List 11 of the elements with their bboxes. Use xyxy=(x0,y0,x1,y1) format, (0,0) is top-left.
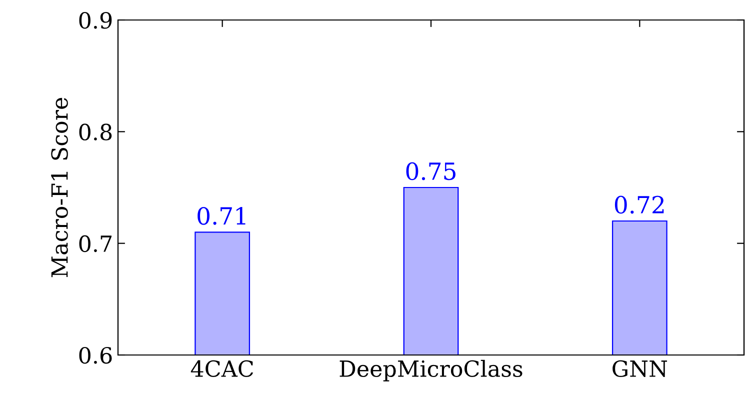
data-label: 0.71 xyxy=(198,206,246,225)
x-tick-label: 4CAC xyxy=(190,360,254,378)
y-tick-label: 0.6 xyxy=(79,346,112,364)
data-label: 0.75 xyxy=(406,162,456,180)
y-tick-label: 0.8 xyxy=(79,124,112,140)
y-tick-label: 0.9 xyxy=(79,12,112,29)
y-tick-label: 0.7 xyxy=(79,235,112,252)
data-label: 0.72 xyxy=(614,196,664,214)
y-axis-title: Macro-F1 Score xyxy=(51,98,68,278)
x-tick-label: GNN xyxy=(612,360,668,378)
x-tick-label: DeepMicroClass xyxy=(340,360,522,382)
